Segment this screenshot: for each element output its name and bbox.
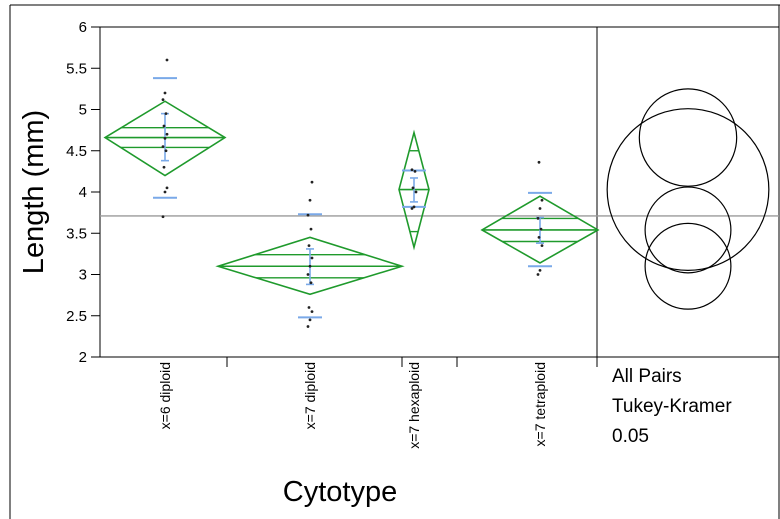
x-tick-label: x=7 hexaploid: [406, 362, 422, 449]
data-point: [413, 169, 417, 173]
group-3: [480, 160, 600, 276]
data-point: [163, 136, 167, 140]
group-0: [103, 58, 227, 219]
y-tick-label: 3.5: [66, 225, 87, 242]
data-point: [540, 198, 544, 202]
x-tick-label: x=7 tetraploid: [532, 362, 548, 446]
data-point: [306, 213, 310, 217]
data-point: [165, 186, 169, 190]
data-point: [537, 160, 541, 164]
data-point: [539, 227, 543, 231]
comparison-legend: All Pairs Tukey-Kramer 0.05: [612, 366, 732, 447]
data-point: [310, 310, 314, 314]
data-point: [411, 186, 415, 190]
x-tick-label: x=6 diploid: [157, 362, 173, 429]
comparison-circles: [606, 88, 770, 310]
data-point: [163, 190, 167, 194]
x-axis-ticks: x=6 diploid x=7 diploid x=7 hexaploid x=7 t…: [157, 357, 598, 449]
comparison-label-line-1: All Pairs: [612, 366, 682, 387]
data-point: [537, 235, 541, 239]
y-tick-label: 5.5: [66, 60, 87, 77]
y-tick-label: 4.5: [66, 143, 87, 160]
y-tick-label: 2.5: [66, 308, 87, 325]
data-point: [538, 207, 542, 210]
comparison-circle: [606, 108, 770, 271]
data-point: [308, 318, 312, 322]
comparison-circle: [644, 186, 732, 274]
data-point: [414, 190, 418, 194]
comparison-circle: [638, 88, 738, 187]
data-point: [310, 256, 314, 260]
data-point: [536, 217, 540, 220]
data-point: [308, 264, 312, 268]
group-2: [398, 129, 430, 251]
data-point: [161, 145, 165, 149]
data-point: [161, 98, 165, 101]
groups-layer: [103, 58, 600, 328]
y-tick-label: 6: [79, 19, 87, 36]
y-axis-ticks: 2 2.5 3 3.5 4 4.5 5 5.5 6: [66, 19, 100, 366]
data-point: [164, 149, 168, 153]
data-point: [165, 58, 169, 62]
data-point: [306, 273, 310, 276]
comparison-label-line-3: 0.05: [612, 426, 649, 447]
data-point: [307, 244, 311, 248]
comparison-circle: [644, 222, 732, 310]
comparison-label-line-2: Tukey-Kramer: [612, 396, 732, 417]
data-point: [540, 244, 544, 248]
data-point: [162, 124, 166, 128]
data-point: [310, 180, 314, 184]
data-point: [410, 168, 414, 172]
data-point: [536, 273, 540, 276]
group-1: [215, 180, 405, 328]
outer-frame: [9, 4, 780, 519]
y-tick-label: 2: [79, 349, 87, 366]
data-point: [309, 281, 313, 285]
data-point: [163, 91, 167, 95]
y-tick-label: 3: [79, 267, 87, 284]
data-point: [410, 207, 414, 210]
data-point: [412, 205, 416, 209]
data-point: [162, 165, 166, 169]
data-point: [538, 268, 542, 272]
y-axis-label: Length (mm): [18, 110, 50, 274]
x-tick-label: x=7 diploid: [302, 362, 318, 429]
data-point: [308, 198, 312, 202]
data-point: [309, 227, 313, 231]
y-tick-label: 5: [79, 102, 87, 119]
data-point: [164, 112, 168, 116]
data-point: [165, 132, 169, 136]
x-axis-label: Cytotype: [283, 476, 397, 508]
data-point: [161, 215, 165, 219]
y-tick-label: 4: [79, 184, 87, 201]
data-point: [307, 306, 311, 309]
data-point: [306, 325, 310, 328]
